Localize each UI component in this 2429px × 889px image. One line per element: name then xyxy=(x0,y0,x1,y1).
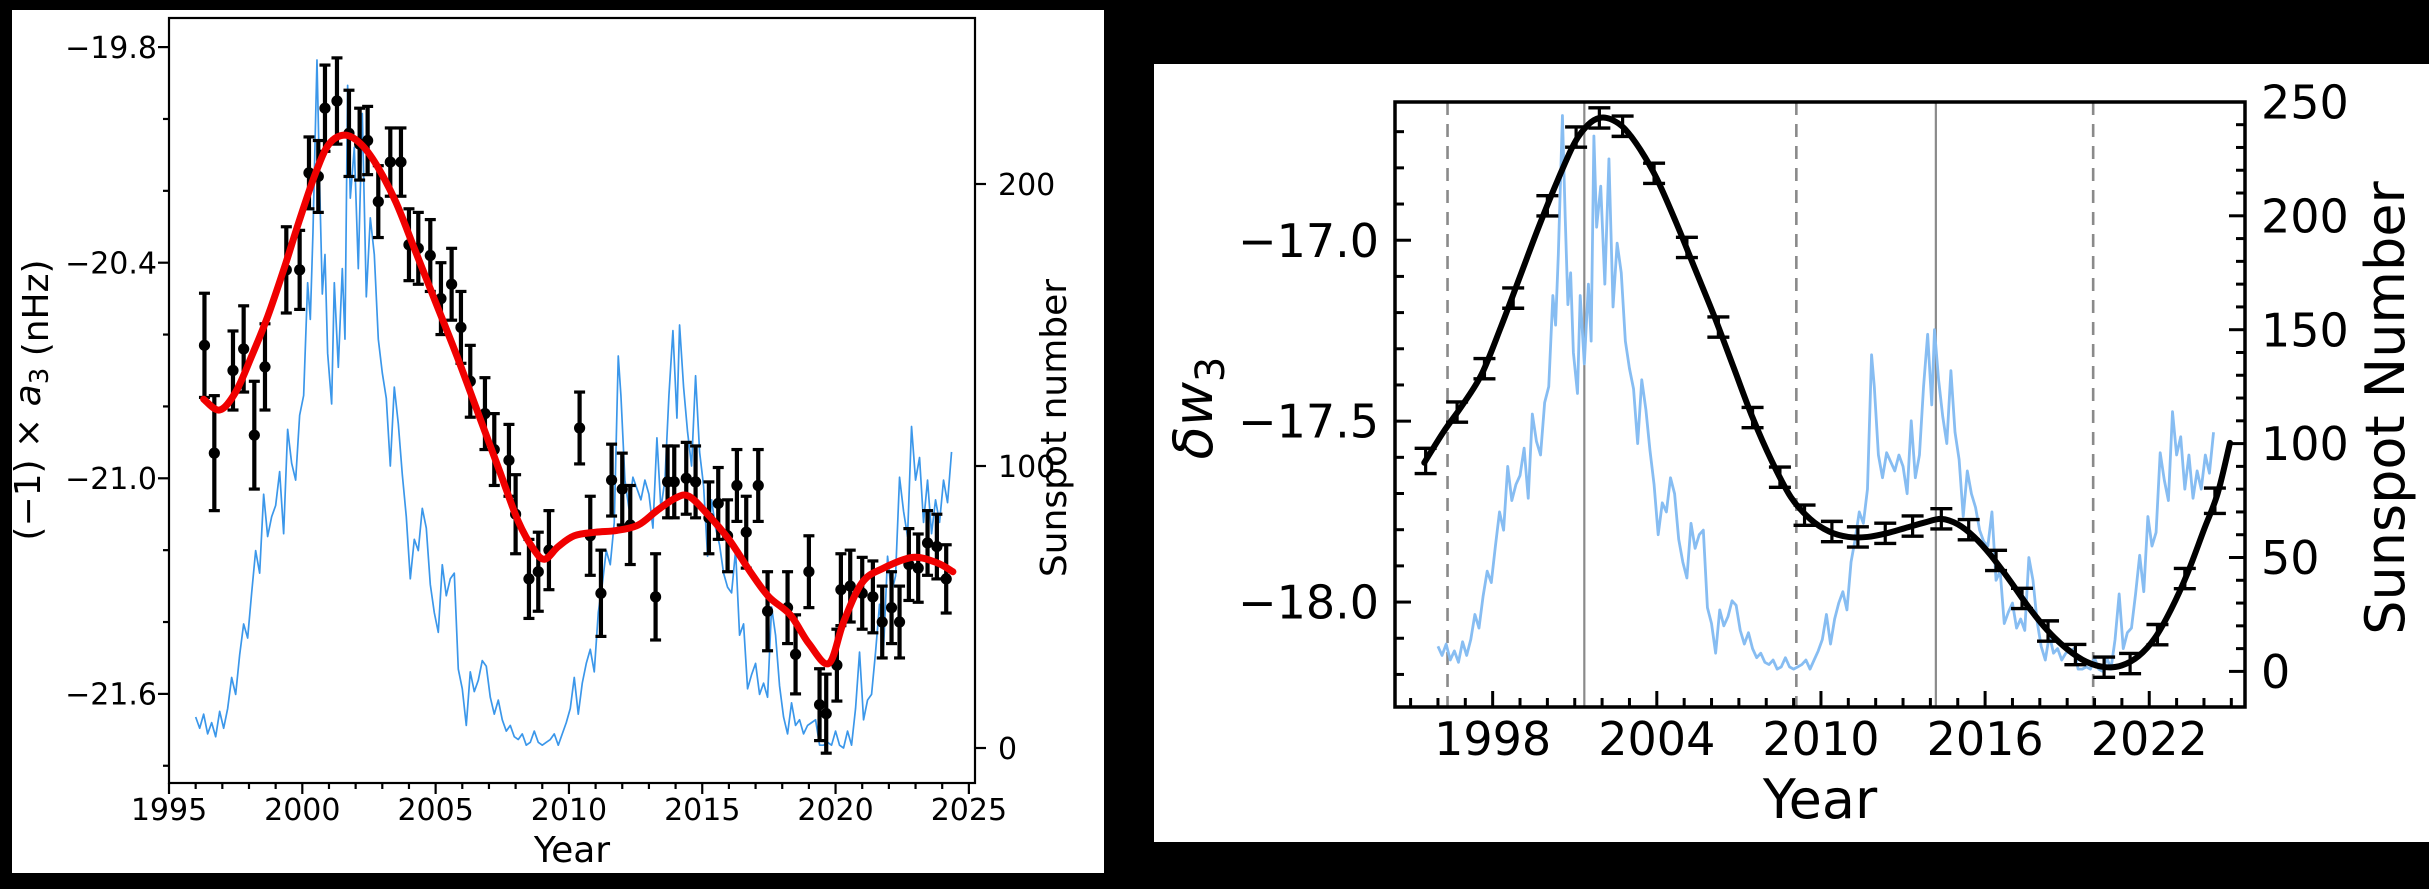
x-tick-label: 2025 xyxy=(931,793,1007,828)
w3-panel-ticks xyxy=(1395,123,2245,707)
sunspot-axis-label: Sunspot number xyxy=(1034,279,1075,577)
sunspot-tick-label: 0 xyxy=(2261,645,2290,699)
x-tick-label: 1998 xyxy=(1434,712,1551,766)
a3-panel-ticks xyxy=(158,46,986,794)
x-tick-label: 2016 xyxy=(1927,712,2044,766)
x-tick-label: 2022 xyxy=(2091,712,2208,766)
x-tick-label: 2015 xyxy=(664,793,740,828)
x-axis-label: Year xyxy=(533,830,610,871)
x-tick-label: 2004 xyxy=(1598,712,1715,766)
w3-panel-tick-labels: 1998 2004 2010 2016 2022 −17.0 −17.5 −18.0 0 50 10… xyxy=(1238,75,2349,766)
a3-panel-tick-labels: 1995 2000 2005 2010 2015 2020 2025−19.8−20.4−2… xyxy=(65,31,1055,828)
a3-errorbar-points xyxy=(198,56,952,755)
w3-panel-plot-area xyxy=(1414,102,2233,707)
y-axis-label: δw3 xyxy=(1162,357,1234,460)
a3-smoothed-curve xyxy=(200,131,957,668)
sunspot-tick-label: 250 xyxy=(2261,75,2349,129)
y-tick-label: −19.8 xyxy=(65,31,157,66)
sunspot-tick-label: 50 xyxy=(2261,531,2320,585)
sunspot-tick-label: 200 xyxy=(2261,189,2349,243)
x-tick-label: 2010 xyxy=(1762,712,1879,766)
w3-errorbars xyxy=(1414,106,2226,680)
w3-curve xyxy=(1421,114,2233,671)
x-tick-label: 1995 xyxy=(131,793,207,828)
w3-panel: 1998 2004 2010 2016 2022 −17.0 −17.5 −18.0 0 50 10… xyxy=(1154,64,2429,842)
sunspot-number-line xyxy=(1436,114,2215,673)
y-tick-label: −21.0 xyxy=(65,462,157,497)
a3-panel-panel xyxy=(12,10,1104,873)
sunspot-tick-label: 100 xyxy=(2261,417,2349,471)
y-tick-label: −20.4 xyxy=(65,246,157,281)
a3-panel: 1995 2000 2005 2010 2015 2020 2025−19.8−20.4−2… xyxy=(8,10,1104,873)
y-tick-label: −17.5 xyxy=(1238,395,1379,449)
x-axis-label: Year xyxy=(1762,768,1878,831)
x-tick-label: 2005 xyxy=(397,793,473,828)
a3-panel-plot-area xyxy=(194,56,957,755)
y-tick-label: −18.0 xyxy=(1238,576,1379,630)
sunspot-axis-label: Sunspot Number xyxy=(2354,180,2417,634)
x-tick-label: 2020 xyxy=(797,793,873,828)
y-tick-label: −17.0 xyxy=(1238,214,1379,268)
y-axis-label: (−1) × a3 (nHz) xyxy=(8,259,57,540)
sunspot-tick-label: 100 xyxy=(998,450,1055,485)
x-tick-label: 2000 xyxy=(264,793,340,828)
sunspot-tick-label: 200 xyxy=(998,168,1055,203)
x-tick-label: 2010 xyxy=(531,793,607,828)
a3-panel-spines xyxy=(167,16,977,785)
w3-panel-panel xyxy=(1154,64,2429,842)
sunspot-tick-label: 0 xyxy=(998,732,1017,767)
sunspot-tick-label: 150 xyxy=(2261,303,2349,357)
y-tick-label: −21.6 xyxy=(65,678,157,713)
